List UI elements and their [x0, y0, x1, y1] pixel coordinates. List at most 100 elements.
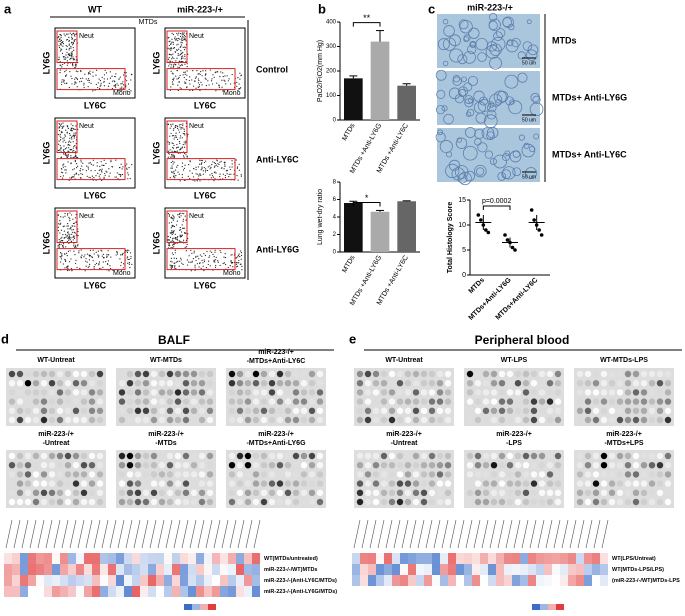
dot: [61, 40, 62, 41]
panel-label: e: [349, 331, 356, 346]
gene-label-placeholder: [410, 520, 416, 548]
heatmap-cell: [504, 575, 512, 586]
array-spot: [413, 480, 419, 486]
array-spot: [617, 462, 623, 468]
gene-label-placeholder: [46, 520, 52, 548]
array-spot: [135, 371, 141, 377]
heatmap-cell: [4, 575, 12, 586]
dot: [115, 87, 116, 88]
dot: [208, 261, 209, 262]
array-spot: [277, 499, 283, 505]
array-spot: [277, 389, 283, 395]
dot: [68, 237, 69, 238]
array-spot: [585, 499, 591, 505]
dot: [120, 176, 121, 177]
array-spot: [617, 453, 623, 459]
array-spot: [199, 490, 205, 496]
array-spot: [97, 398, 103, 404]
dot: [169, 41, 170, 42]
array-spot: [167, 453, 173, 459]
dot: [204, 167, 205, 168]
array-spot: [97, 371, 103, 377]
array-spot: [293, 398, 299, 404]
array-spot: [397, 499, 403, 505]
dot: [101, 165, 102, 166]
array-spot: [245, 453, 251, 459]
dot: [60, 70, 61, 71]
array-spot: [483, 408, 489, 414]
dot: [169, 142, 170, 143]
dot: [173, 244, 174, 245]
heatmap-cell: [4, 586, 12, 597]
heatmap-cell: [12, 564, 20, 575]
dot: [179, 214, 180, 215]
array-spot: [261, 453, 267, 459]
heatmap-cell: [220, 553, 228, 564]
heatmap-cell: [384, 553, 392, 564]
gene-label-placeholder: [570, 520, 576, 548]
array-spot: [381, 471, 387, 477]
gene-label-placeholder: [370, 520, 376, 548]
array-spot: [633, 499, 639, 505]
dot: [179, 61, 180, 62]
dot: [193, 168, 194, 169]
array-spot: [285, 371, 291, 377]
dot: [192, 173, 193, 174]
array-spot: [9, 471, 15, 477]
array-spot: [593, 453, 599, 459]
heatmap-cell: [164, 564, 172, 575]
dot: [224, 75, 225, 76]
dot: [212, 254, 213, 255]
array-spot: [309, 380, 315, 386]
array-spot: [65, 371, 71, 377]
dot: [198, 258, 199, 259]
heatmap-row-label: WT(MTDs/untreated): [264, 556, 318, 562]
dot: [171, 48, 172, 49]
dot: [193, 86, 194, 87]
array-spot: [41, 453, 47, 459]
gene-label-placeholder: [134, 520, 140, 548]
panel-title: Peripheral blood: [475, 333, 570, 347]
dot: [131, 164, 132, 165]
array-spot: [381, 417, 387, 423]
dot: [110, 160, 111, 161]
dot: [168, 151, 169, 152]
dot: [73, 245, 74, 246]
array-spot: [547, 389, 553, 395]
dot: [71, 37, 72, 38]
array-spot: [515, 480, 521, 486]
dot: [63, 81, 64, 82]
dot: [74, 35, 75, 36]
array-spot: [609, 480, 615, 486]
array-spot: [593, 380, 599, 386]
heatmap-cell: [352, 575, 360, 586]
dot: [62, 53, 63, 54]
dot: [73, 50, 74, 51]
dot: [224, 162, 225, 163]
array-spot: [365, 380, 371, 386]
array-spot: [57, 417, 63, 423]
array-spot: [151, 417, 157, 423]
array-spot: [25, 480, 31, 486]
array-spot: [381, 462, 387, 468]
array-spot: [237, 480, 243, 486]
array-spot: [127, 471, 133, 477]
dot: [186, 250, 187, 251]
array-spot: [229, 453, 235, 459]
array-spot: [373, 380, 379, 386]
dot: [182, 213, 183, 214]
array-spot: [143, 480, 149, 486]
array-spot: [515, 398, 521, 404]
dot: [127, 257, 128, 258]
dot: [77, 235, 78, 236]
dot: [61, 126, 62, 127]
array-spot: [191, 471, 197, 477]
heatmap-cell: [84, 586, 92, 597]
dot: [73, 128, 74, 129]
array-spot: [625, 380, 631, 386]
array-spot: [73, 490, 79, 496]
heatmap-cell: [252, 575, 260, 586]
dot: [67, 228, 68, 229]
dot: [180, 124, 181, 125]
dot: [175, 169, 176, 170]
